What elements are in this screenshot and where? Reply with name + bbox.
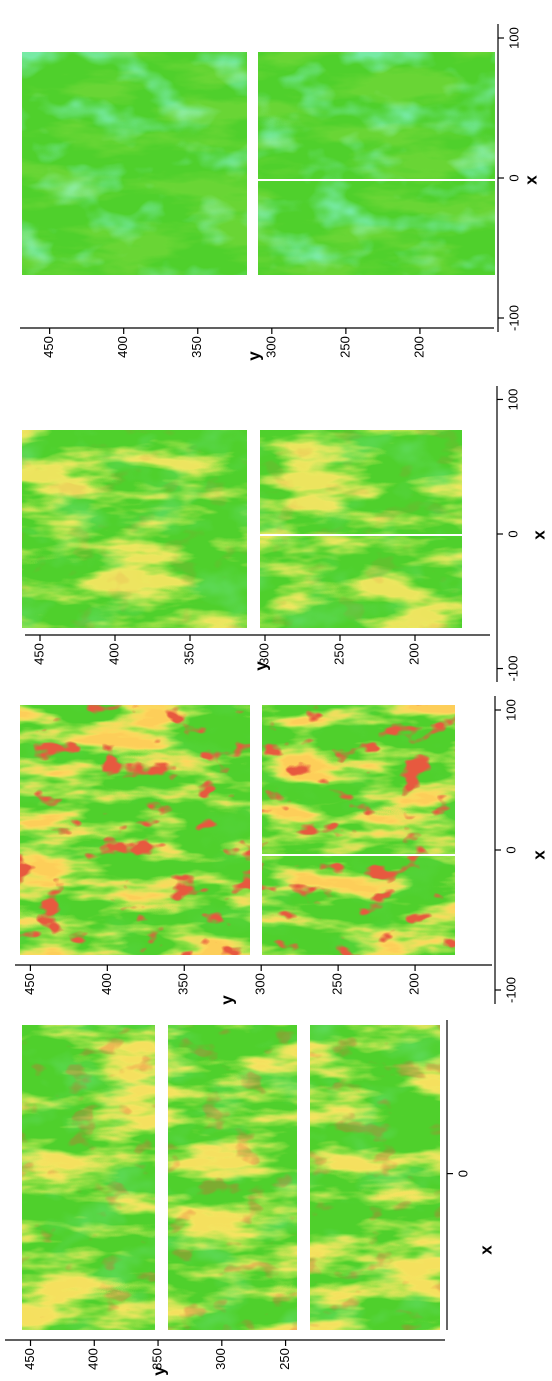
x-tick-label: 100 (505, 389, 520, 411)
y-axis-title: y (217, 995, 236, 1005)
contour-layer (20, 705, 250, 955)
y-axis-title: y (251, 661, 270, 671)
x-tick-label: 0 (455, 1170, 470, 1177)
y-tick-label: 200 (406, 643, 421, 665)
y-tick-label: 350 (189, 336, 204, 358)
panel: 450 400 350 300 250 200 -100 0 100 x y (15, 696, 548, 1005)
contour-layer (258, 52, 495, 275)
x-tick-label: 100 (506, 27, 521, 49)
x-axis-title: x (529, 850, 548, 860)
contour-layer (22, 430, 247, 628)
x-tick-label: 0 (505, 530, 520, 537)
contour-layer (22, 52, 247, 275)
y-tick-label: 300 (213, 1348, 228, 1370)
x-tick-label: -100 (506, 305, 521, 331)
y-tick-label: 450 (31, 643, 46, 665)
y-tick-label: 250 (330, 973, 345, 995)
x-axis-title: x (529, 530, 548, 540)
y-tick-label: 400 (115, 336, 130, 358)
y-tick-label: 400 (86, 1348, 101, 1370)
x-tick-label: -100 (503, 977, 518, 1003)
y-tick-label: 300 (256, 643, 271, 665)
contour-layer (262, 705, 455, 955)
x-tick-label: 0 (503, 846, 518, 853)
y-tick-label: 300 (253, 973, 268, 995)
y-tick-label: 400 (99, 973, 114, 995)
y-tick-label: 450 (22, 1348, 37, 1370)
y-tick-label: 450 (22, 973, 37, 995)
x-tick-label: 0 (506, 174, 521, 181)
y-axis-title: y (149, 1366, 168, 1376)
y-tick-label: 200 (407, 973, 422, 995)
x-axis-title: x (521, 175, 540, 185)
y-tick-label: 450 (41, 336, 56, 358)
y-tick-label: 350 (176, 973, 191, 995)
contour-layer (22, 1025, 155, 1330)
panel: 450 400 350 300 250 0 x y (5, 1020, 495, 1376)
contour-layer (310, 1025, 440, 1330)
y-tick-label: 250 (331, 643, 346, 665)
y-tick-label: 350 (149, 1348, 164, 1370)
x-tick-label: -100 (505, 656, 520, 682)
y-axis-title: y (244, 351, 263, 361)
y-tick-label: 350 (181, 643, 196, 665)
y-tick-label: 250 (337, 336, 352, 358)
x-axis-title: x (476, 1245, 495, 1255)
contour-layer (260, 430, 462, 628)
y-tick-label: 200 (411, 336, 426, 358)
y-tick-label: 250 (277, 1348, 292, 1370)
panel: 450 400 350 300 250 200 -100 0 100 x y (22, 386, 548, 682)
x-tick-label: 100 (503, 699, 518, 721)
contour-layer (168, 1025, 297, 1330)
panel: 450 400 350 300 250 200 -100 0 100 x y (20, 24, 540, 361)
y-tick-label: 300 (263, 336, 278, 358)
y-tick-label: 400 (106, 643, 121, 665)
